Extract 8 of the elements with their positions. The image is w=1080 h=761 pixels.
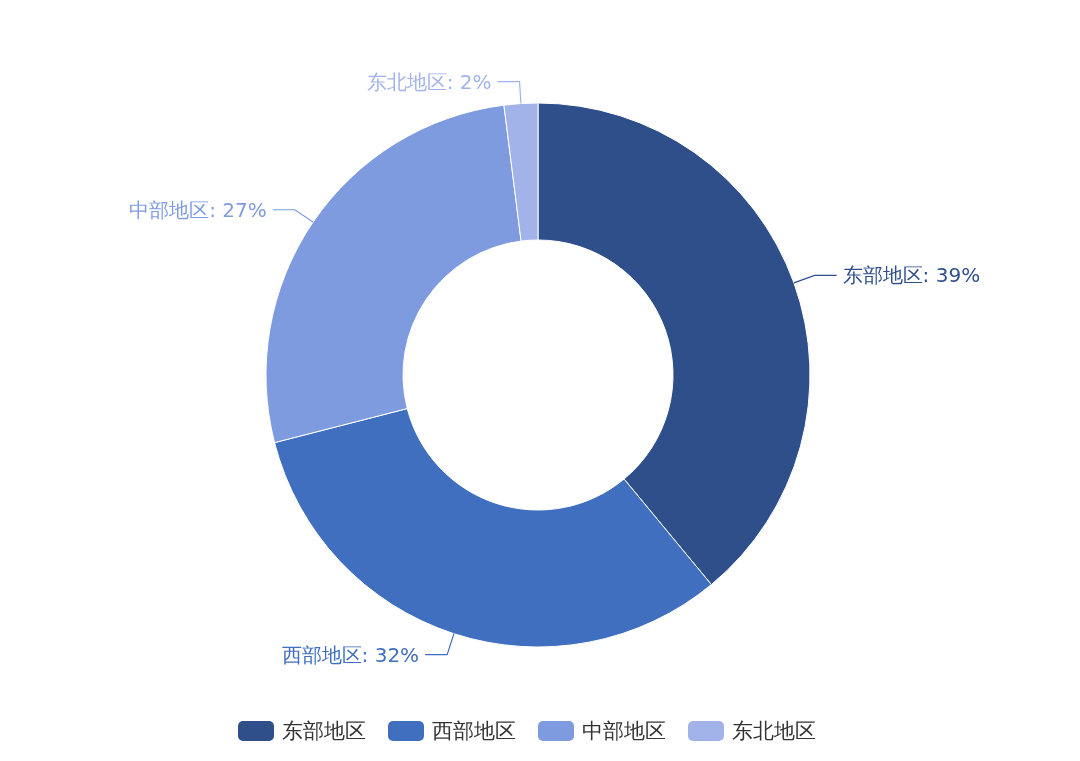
legend-label: 东部地区 xyxy=(282,719,366,744)
data-label: 东北地区: 2% xyxy=(366,69,492,94)
data-label: 中部地区: 27% xyxy=(129,197,267,222)
legend-label: 中部地区 xyxy=(582,719,666,744)
data-label: 西部地区: 32% xyxy=(281,642,420,667)
legend-label: 东北地区 xyxy=(732,719,816,744)
data-label: 东部地区: 39% xyxy=(842,263,981,288)
legend-label: 西部地区 xyxy=(432,719,516,744)
